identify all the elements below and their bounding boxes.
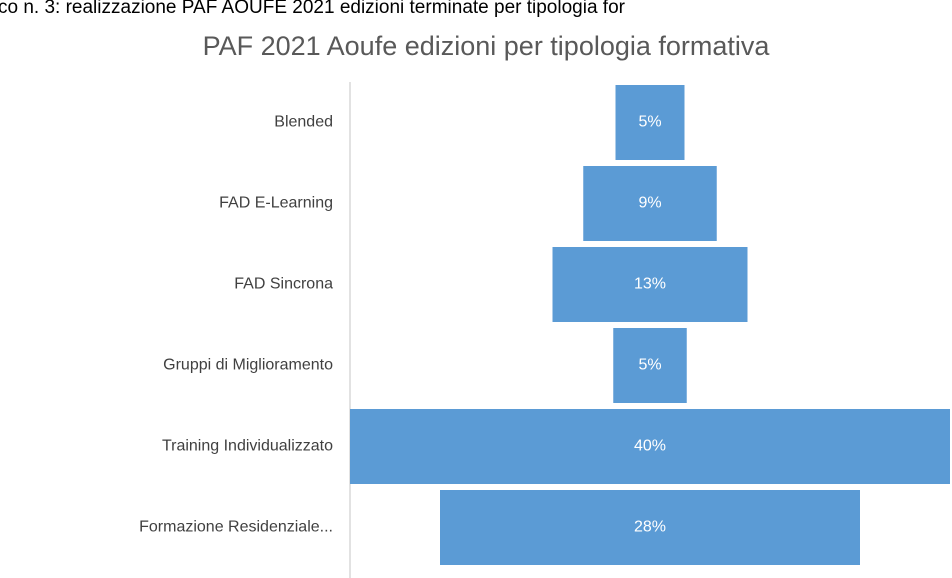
funnel-bar [615, 85, 685, 160]
funnel-bar [440, 490, 860, 565]
data-label: 40% [634, 438, 666, 455]
category-label: Blended [274, 114, 333, 131]
category-label: FAD E-Learning [219, 195, 333, 212]
caption: co n. 3: realizzazione PAF AOUFE 2021 ed… [0, 0, 626, 18]
data-label: 9% [638, 195, 661, 212]
funnel-bar [552, 247, 748, 322]
chart-title: PAF 2021 Aoufe edizioni per tipologia fo… [203, 31, 771, 61]
data-label: 5% [638, 114, 661, 131]
data-label: 13% [634, 276, 666, 293]
category-label: Gruppi di Miglioramento [163, 357, 333, 374]
data-label: 28% [634, 519, 666, 536]
data-label: 5% [638, 357, 661, 374]
category-label: Training Individualizzato [162, 438, 333, 455]
category-label: Formazione Residenziale... [139, 519, 333, 536]
funnel-bar [583, 166, 717, 241]
category-label: FAD Sincrona [234, 276, 333, 293]
funnel-bar [350, 409, 950, 484]
funnel-bar [613, 328, 687, 403]
